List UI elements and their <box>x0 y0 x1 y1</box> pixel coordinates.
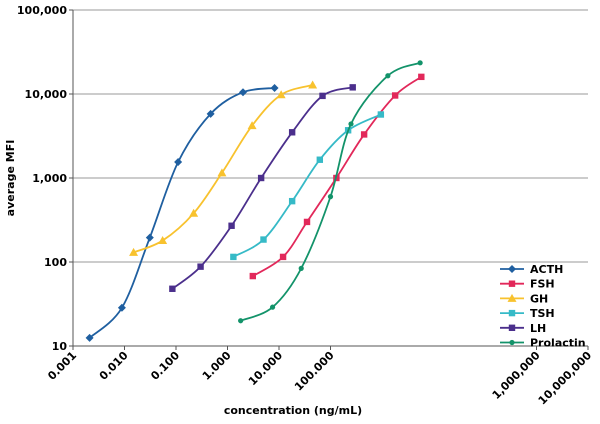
data-point-prolactin <box>385 73 391 79</box>
legend-label-tsh: TSH <box>530 307 555 320</box>
legend-label-gh: GH <box>530 292 548 305</box>
y-tick-label: 1,000 <box>32 172 67 185</box>
data-point-lh <box>288 129 296 136</box>
legend-item-fsh: FSH <box>500 278 555 291</box>
data-point-prolactin <box>269 304 276 310</box>
x-tick-label: 0.100 <box>148 349 182 383</box>
data-point-fsh <box>360 131 368 138</box>
data-point-fsh <box>279 253 287 261</box>
legend-item-acth: ACTH <box>500 263 563 276</box>
data-point-lh <box>349 84 356 91</box>
data-point-gh <box>158 236 168 245</box>
data-point-fsh <box>391 92 399 99</box>
data-point-acth <box>270 83 279 92</box>
series-layer <box>85 60 425 342</box>
data-point-lh <box>257 174 265 182</box>
x-tick-label: 1,000,000 <box>490 349 543 402</box>
data-point-gh <box>189 208 199 217</box>
data-point-tsh <box>316 156 324 163</box>
series-line-gh <box>133 84 313 254</box>
data-point-tsh <box>260 236 267 243</box>
legend-marker-tsh <box>508 309 516 317</box>
x-tick-label: 100.000 <box>292 349 337 394</box>
y-tick-label: 10,000 <box>25 88 68 101</box>
data-point-tsh <box>230 253 237 261</box>
legend-marker-fsh <box>508 280 516 287</box>
series-lh <box>169 84 356 292</box>
x-tick-label: 10.000 <box>246 349 285 388</box>
legend-item-gh: GH <box>500 292 548 305</box>
data-point-fsh <box>303 218 311 226</box>
y-tick-label: 100 <box>44 256 67 269</box>
legend-label-prolactin: Prolactin <box>530 337 586 350</box>
grid-layer <box>73 9 588 347</box>
series-line-acth <box>88 87 275 339</box>
series-line-lh <box>171 86 353 290</box>
series-gh <box>129 80 318 256</box>
axes-layer: 10 100 1,000 10,000 100,000 0.001 0.010 0.100 1.… <box>17 4 594 407</box>
data-point-lh <box>197 263 204 270</box>
data-point-gh <box>217 168 227 177</box>
data-point-tsh <box>377 111 385 118</box>
legend-item-tsh: TSH <box>500 307 555 320</box>
data-point-prolactin <box>348 121 354 127</box>
data-point-prolactin <box>417 60 423 66</box>
x-tick-label: 0.001 <box>45 349 79 383</box>
data-point-acth <box>174 158 183 167</box>
legend-item-lh: LH <box>500 322 546 335</box>
legend-label-acth: ACTH <box>530 263 563 276</box>
legend-label-lh: LH <box>530 322 546 335</box>
data-point-prolactin <box>298 265 304 271</box>
legend-marker-prolactin <box>509 339 515 346</box>
data-point-fsh <box>418 73 425 81</box>
legend-marker-acth <box>508 265 516 273</box>
data-point-gh <box>308 80 318 89</box>
data-point-lh <box>319 92 326 100</box>
x-tick-label: 1.000 <box>200 349 234 383</box>
legend-marker-lh <box>508 324 516 331</box>
legend-item-prolactin: Prolactin <box>500 337 586 350</box>
data-point-prolactin <box>327 194 334 200</box>
x-tick-label: 10,000,000 <box>536 349 595 408</box>
series-acth <box>85 83 279 342</box>
legend-label-fsh: FSH <box>530 278 555 291</box>
data-point-lh <box>169 285 176 292</box>
data-point-acth <box>206 109 215 118</box>
data-point-acth <box>117 303 126 312</box>
data-point-gh <box>247 121 257 130</box>
y-tick-label: 100,000 <box>17 4 67 17</box>
data-point-gh <box>276 90 286 99</box>
data-point-acth <box>85 333 94 342</box>
data-point-prolactin <box>238 318 244 324</box>
data-point-tsh <box>288 197 296 205</box>
data-point-lh <box>228 222 235 229</box>
data-point-gh <box>129 247 139 256</box>
y-tick-label: 10 <box>52 340 68 353</box>
data-point-acth <box>239 88 248 97</box>
data-point-acth <box>145 233 154 242</box>
x-axis-title: concentration (ng/mL) <box>224 404 362 417</box>
series-prolactin <box>238 60 423 324</box>
x-tick-label: 0.010 <box>97 349 131 383</box>
series-line-prolactin <box>240 61 421 322</box>
y-axis-title: average MFI <box>4 140 17 217</box>
legend-marker-gh <box>507 293 517 302</box>
data-point-fsh <box>249 272 257 280</box>
